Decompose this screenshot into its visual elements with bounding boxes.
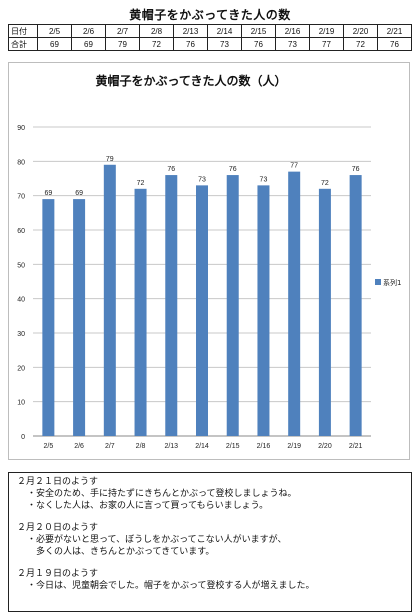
table-row-label: 日付 <box>8 24 38 38</box>
bar <box>257 185 270 436</box>
data-label: 69 <box>44 190 52 197</box>
table-cell: 73 <box>207 37 242 51</box>
data-label: 72 <box>321 180 329 187</box>
x-tick-label: 2/6 <box>74 443 84 450</box>
table-row-label: 合計 <box>8 37 38 51</box>
table-cell: 2/7 <box>105 24 140 38</box>
notes-box: ２月２１日のようす ・安全のため、手に持たずにきちんとかぶって登校しましょうね。… <box>8 472 412 612</box>
note-heading: ２月２０日のようす <box>17 523 99 533</box>
note-line: ・なくした人は、お家の人に言って買ってもらいましょう。 <box>27 501 269 511</box>
x-tick-label: 2/8 <box>136 443 146 450</box>
bar-chart: 黄帽子をかぶってきた人の数（人） 0 10 20 30 40 50 60 70 80 90 69 2/5… <box>17 73 401 450</box>
table-cell: 76 <box>241 37 276 51</box>
bar <box>165 175 178 437</box>
x-tick-label: 2/5 <box>43 443 53 450</box>
table-cell: 2/21 <box>377 24 412 38</box>
table-cell: 76 <box>377 37 412 51</box>
table-cell: 2/5 <box>37 24 72 38</box>
y-tick-label: 30 <box>17 331 25 338</box>
y-tick-label: 40 <box>17 297 25 304</box>
table-cell: 72 <box>343 37 378 51</box>
x-tick-label: 2/15 <box>226 443 240 450</box>
table-cell: 2/20 <box>343 24 378 38</box>
data-label: 77 <box>290 163 298 170</box>
table-cell: 2/13 <box>173 24 208 38</box>
table-cell: 2/16 <box>275 24 310 38</box>
legend-swatch <box>375 279 381 285</box>
x-tick-label: 2/19 <box>287 443 301 450</box>
bar <box>42 199 55 436</box>
x-tick-label: 2/16 <box>257 443 271 450</box>
table-cell: 2/14 <box>207 24 242 38</box>
table-cell: 79 <box>105 37 140 51</box>
x-tick-label: 2/20 <box>318 443 332 450</box>
data-label: 79 <box>106 156 114 163</box>
note-line: ・今日は、児童朝会でした。帽子をかぶって登校する人が増えました。 <box>27 581 315 591</box>
table-row-totals: 合計 69 69 79 72 76 73 76 73 77 72 76 <box>8 37 412 51</box>
chart-frame: 黄帽子をかぶってきた人の数（人） 0 10 20 30 40 50 60 70 80 90 69 2/5… <box>8 62 410 460</box>
y-tick-label: 90 <box>17 125 25 132</box>
y-tick-label: 20 <box>17 365 25 372</box>
data-label: 69 <box>75 190 83 197</box>
note-heading: ２月２１日のようす <box>17 477 99 487</box>
bar <box>288 171 301 436</box>
chart-title: 黄帽子をかぶってきた人の数（人） <box>95 73 286 88</box>
note-line: ・必要がないと思って、ぼうしをかぶってこない人がいますが、 <box>27 535 287 545</box>
x-tick-label: 2/13 <box>164 443 178 450</box>
bar <box>226 175 239 437</box>
legend-label: 系列1 <box>383 278 401 287</box>
table-cell: 69 <box>71 37 106 51</box>
bar <box>196 185 208 436</box>
y-tick-label: 80 <box>17 159 25 166</box>
bar <box>318 188 331 436</box>
note-heading: ２月１９日のようす <box>17 569 99 579</box>
x-tick-label: 2/7 <box>105 443 115 450</box>
data-label: 76 <box>352 166 360 173</box>
table-cell: 77 <box>309 37 344 51</box>
table-cell: 73 <box>275 37 310 51</box>
data-table: 日付 2/5 2/6 2/7 2/8 2/13 2/14 2/15 2/16 2… <box>8 24 412 51</box>
y-tick-label: 60 <box>17 228 25 235</box>
table-cell: 69 <box>37 37 72 51</box>
data-label: 73 <box>260 176 268 183</box>
table-cell: 2/6 <box>71 24 106 38</box>
table-cell: 72 <box>139 37 174 51</box>
note-line: ・安全のため、手に持たずにきちんとかぶって登校しましょうね。 <box>27 489 297 499</box>
x-tick-label: 2/14 <box>195 443 209 450</box>
table-cell: 2/19 <box>309 24 344 38</box>
table-cell: 2/15 <box>241 24 276 38</box>
data-label: 76 <box>167 166 175 173</box>
bar <box>103 164 116 436</box>
data-label: 73 <box>198 176 206 183</box>
table-row-dates: 日付 2/5 2/6 2/7 2/8 2/13 2/14 2/15 2/16 2… <box>8 24 412 38</box>
y-tick-label: 50 <box>17 262 25 269</box>
bar <box>134 188 147 436</box>
y-tick-label: 0 <box>21 434 25 441</box>
data-label: 72 <box>137 180 145 187</box>
data-label: 76 <box>229 166 237 173</box>
note-line: 多くの人は、きちんとかぶってきています。 <box>27 547 215 557</box>
y-tick-label: 70 <box>17 194 25 201</box>
y-tick-label: 10 <box>17 400 25 407</box>
table-cell: 76 <box>173 37 208 51</box>
page-title: 黄帽子をかぶってきた人の数 <box>129 8 291 22</box>
table-cell: 2/8 <box>139 24 174 38</box>
x-tick-label: 2/21 <box>349 443 363 450</box>
bar <box>349 175 362 437</box>
bar <box>73 199 86 436</box>
